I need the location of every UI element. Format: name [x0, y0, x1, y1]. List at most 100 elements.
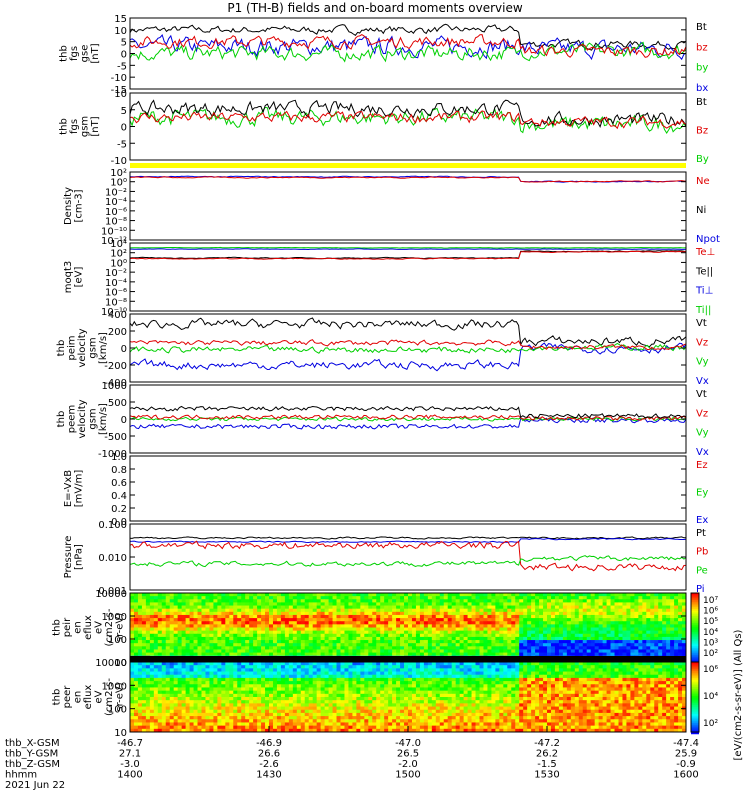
y-tick-label: 10⁻⁸: [105, 297, 127, 308]
y-tick-label: 10⁻⁶: [105, 288, 127, 299]
legend-pt: Pt: [696, 528, 706, 539]
y-axis-label: eflux: [83, 615, 94, 640]
y-tick-label: 10⁻¹²: [101, 236, 127, 247]
colorbar-tick: 10³: [703, 638, 718, 648]
y-axis-label: eV: [94, 621, 105, 634]
legend-vz: Vz: [696, 408, 708, 419]
ephemeris-value: 1400: [117, 770, 142, 781]
ephemeris-value: -46.9: [256, 738, 282, 749]
ephemeris-label: thb_Z-GSM: [5, 759, 60, 770]
legend-ti⊥: Ti⊥: [695, 286, 713, 297]
series-by: [129, 106, 687, 134]
legend-vy: Vy: [696, 428, 709, 439]
series-vt: [129, 317, 687, 348]
y-axis-label: (cm2-s-: [104, 608, 115, 646]
ephemeris-value: 1530: [534, 770, 559, 781]
ephemeris-value: 25.9: [675, 749, 697, 760]
y-axis-label: velocity: [77, 399, 88, 438]
y-tick-label: 10⁰: [110, 178, 127, 189]
y-axis-label: [nT]: [90, 116, 101, 136]
y-tick-label: 10⁻⁴: [105, 197, 127, 208]
colorbar-tick: 10⁵: [703, 617, 718, 627]
legend-vx: Vx: [696, 447, 709, 458]
legend-bz: bz: [696, 42, 708, 53]
y-tick-label: -15: [111, 85, 127, 96]
y-tick-label: 10000: [95, 589, 127, 600]
legend-pb: Pb: [696, 547, 708, 558]
legend-ni: Ni: [696, 205, 706, 216]
y-axis-label: [nPa]: [73, 544, 84, 570]
colorbar-tick: 10⁴: [703, 692, 718, 702]
ephemeris-label: hhmm: [5, 770, 37, 781]
ephemeris-value: -47.2: [534, 738, 560, 749]
y-tick-label: 0.8: [111, 465, 127, 476]
y-tick-label: 15: [114, 14, 127, 25]
colorbar-tick: 10⁶: [703, 665, 718, 675]
y-tick-label: -1000: [98, 449, 127, 460]
series-pt: [129, 536, 686, 540]
y-tick-label: 10⁻⁶: [105, 207, 127, 218]
y-tick-label: -10: [111, 156, 127, 167]
series-bx: [129, 33, 687, 61]
colorbar-tick: 10⁶: [703, 607, 718, 617]
legend-pi: Pi: [696, 584, 705, 595]
y-axis-label: [nT]: [90, 43, 101, 63]
panel-efield: 1.0 0.8 0.6 0.4 0.2 0.0 E=-VxB [mV/m] Ez Ey Ex: [63, 452, 709, 528]
ephemeris-value: 26.5: [397, 749, 419, 760]
y-axis-label: Density: [63, 187, 74, 225]
y-axis-label: gsm: [88, 408, 99, 429]
y-axis-label: [km/s]: [98, 403, 109, 435]
series-pb: [129, 540, 687, 572]
y-tick-label: 10⁰: [110, 258, 127, 269]
legend-bt: Bt: [696, 22, 707, 33]
legend-ne: Ne: [696, 176, 710, 187]
legend-by: by: [696, 63, 708, 74]
ephemeris-value: 26.2: [536, 749, 558, 760]
y-tick-label: 0: [121, 123, 127, 134]
y-tick-label: 10²: [110, 168, 127, 179]
y-tick-label: 10000: [95, 658, 127, 669]
y-axis-label: thb: [58, 118, 69, 135]
y-tick-label: 10: [114, 89, 127, 100]
y-tick-label: 10⁻¹⁰: [101, 226, 127, 237]
y-tick-label: -200: [104, 361, 127, 372]
y-axis-label: gsm: [88, 337, 99, 358]
panel-peir-spec: 10000 1000 100 10 thb peir en eflux eV (cm2-s-sr-…: [52, 589, 719, 669]
series-tipar: [129, 246, 687, 249]
panel-frame: [129, 455, 687, 522]
y-axis-label: [cm-3]: [73, 189, 84, 222]
panel-peem-velocity: 1000 500 0 -500 -1000 thb peem velocity gsm [km/s…: [56, 381, 709, 460]
y-axis-label: sr-eV): [115, 682, 126, 711]
y-axis-label: thb: [52, 619, 63, 636]
colorbar: 10⁶ 10⁴ 10²: [690, 661, 718, 735]
y-axis-label: gsm: [79, 116, 90, 137]
y-axis-label: en: [73, 621, 84, 634]
y-tick-label: -10: [111, 73, 127, 84]
y-tick-label: 10⁻¹⁰: [101, 307, 127, 318]
panel-frame: [129, 523, 687, 591]
legend-bx: bx: [696, 83, 708, 94]
series-vy: [129, 342, 687, 354]
legend-ex: Ex: [696, 515, 708, 526]
ephemeris-value: -2.6: [259, 759, 279, 770]
y-axis-label: sr-eV): [115, 613, 126, 642]
y-axis-label: en: [73, 691, 84, 704]
panel-pressure: 0.100 0.010 0.001 Pressure [nPa] Pt Pb Pe Pi: [63, 520, 709, 597]
y-tick-label: 10⁻⁸: [105, 217, 127, 228]
ephemeris-value: 1500: [395, 770, 420, 781]
legend-vt: Vt: [696, 318, 707, 329]
y-tick-label: 1000: [102, 681, 127, 692]
y-tick-label: 5: [121, 38, 127, 49]
ephemeris-value: -0.9: [676, 759, 696, 770]
y-tick-label: 10: [114, 658, 127, 669]
ephemeris-value: -47.4: [673, 738, 699, 749]
y-tick-label: 10⁻²: [105, 268, 127, 279]
y-tick-label: -400: [104, 378, 127, 389]
legend-by: By: [696, 154, 709, 165]
y-tick-label: 0: [121, 50, 127, 61]
legend-te⊥: Te⊥: [695, 247, 715, 258]
colorbar-tick: 10²: [703, 649, 718, 659]
y-axis-label: E=-VxB: [63, 470, 74, 507]
colorbar-tick: 10⁴: [703, 628, 718, 638]
